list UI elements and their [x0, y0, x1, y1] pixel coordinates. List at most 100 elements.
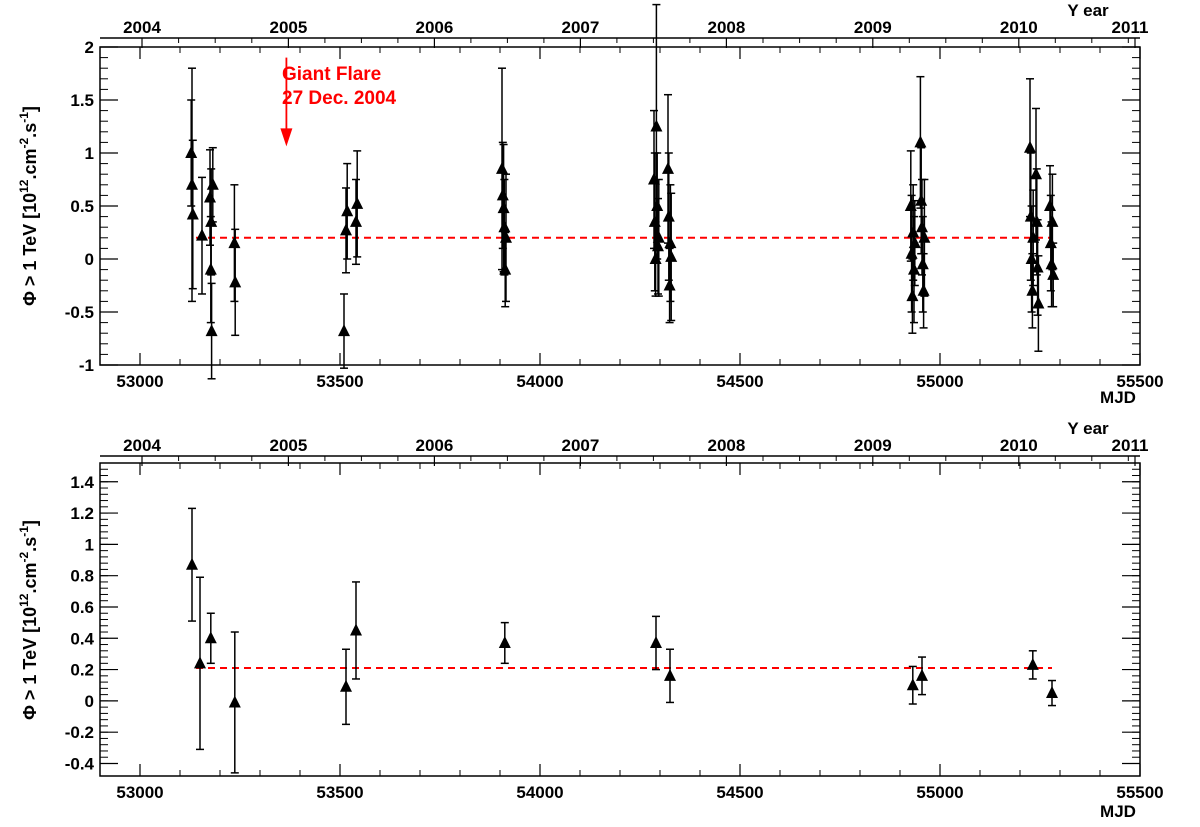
data-point — [1031, 260, 1044, 273]
data-point — [204, 190, 216, 203]
data-point — [500, 230, 512, 243]
y-tick-label: 0.4 — [70, 629, 94, 648]
x-tick-label: 53000 — [116, 372, 163, 391]
data-point — [916, 668, 928, 681]
data-point — [229, 275, 242, 288]
data-point — [651, 199, 664, 211]
data-point — [652, 239, 664, 252]
data-point — [650, 119, 663, 132]
data-point — [338, 324, 350, 337]
data-point — [1044, 199, 1056, 211]
data-point — [905, 246, 918, 259]
data-point — [1025, 252, 1038, 264]
data-point — [650, 635, 662, 648]
data-point — [1044, 236, 1057, 249]
data-point — [194, 656, 206, 669]
x-tick-label: 54000 — [516, 783, 563, 802]
data-point — [350, 214, 362, 227]
data-point — [351, 196, 364, 209]
x-tick-label: 53500 — [316, 372, 363, 391]
year-tick-label: 2004 — [123, 436, 161, 455]
year-tick-label: 2009 — [854, 436, 892, 455]
year-tick-label: 2006 — [415, 18, 453, 37]
data-point — [341, 204, 354, 217]
year-tick-label: 2008 — [707, 436, 745, 455]
data-point — [186, 177, 198, 190]
y-tick-label: 0.6 — [70, 598, 94, 617]
data-point — [1024, 140, 1036, 153]
y-tick-label: -0.2 — [65, 723, 94, 742]
data-point — [1030, 167, 1042, 180]
data-point — [204, 631, 217, 644]
data-point — [1030, 214, 1043, 227]
data-point — [649, 252, 662, 264]
year-tick-label: 2008 — [707, 18, 745, 37]
data-point — [1046, 214, 1059, 227]
x-axis-label: MJD — [1100, 388, 1136, 407]
data-point — [663, 278, 676, 291]
flare-arrow-head — [280, 128, 293, 147]
y-tick-label: -0.5 — [65, 303, 94, 322]
data-point — [498, 635, 511, 648]
annotation-line-2: 27 Dec. 2004 — [282, 88, 397, 109]
x-tick-label: 53000 — [116, 783, 163, 802]
data-point — [662, 161, 674, 174]
data-point — [906, 678, 919, 691]
year-tick-label: 2010 — [1000, 436, 1038, 455]
data-point — [906, 289, 919, 302]
data-point — [1046, 686, 1058, 699]
x-tick-label: 55500 — [1116, 783, 1163, 802]
annotation-line-1: Giant Flare — [282, 64, 381, 85]
year-tick-label: 2009 — [854, 18, 892, 37]
y-tick-label: 0.5 — [70, 197, 94, 216]
data-point — [916, 257, 929, 270]
data-point — [1026, 657, 1039, 670]
data-point — [908, 236, 921, 249]
year-tick-label: 2007 — [561, 436, 599, 455]
data-point — [916, 220, 928, 233]
y-axis-label: Φ > 1 TeV [1012.cm-2.s-1] — [17, 106, 40, 306]
data-point — [205, 214, 218, 227]
bottom-panel: MJD Y ear Φ > 1 TeV [1012.cm-2.s-1] 5300… — [17, 419, 1164, 821]
year-tick-label: 2011 — [1112, 18, 1149, 37]
data-point — [664, 668, 676, 681]
data-point — [918, 230, 931, 243]
data-point — [497, 201, 510, 214]
x-tick-label: 53500 — [316, 783, 363, 802]
data-point — [196, 228, 208, 241]
data-point — [1047, 267, 1060, 280]
data-point — [1026, 283, 1039, 296]
year-tick-label: 2005 — [269, 436, 307, 455]
y-tick-label: 1.2 — [70, 504, 94, 523]
data-point — [664, 236, 677, 249]
y-tick-label: -1 — [79, 356, 94, 375]
data-point — [1045, 257, 1058, 270]
data-point — [205, 324, 218, 337]
year-tick-label: 2005 — [269, 18, 307, 37]
year-axis-label: Y ear — [1067, 419, 1109, 438]
y-tick-label: 1.5 — [70, 91, 94, 110]
y-tick-label: 0.2 — [70, 661, 94, 680]
x-tick-label: 54000 — [516, 372, 563, 391]
y-tick-label: 1 — [85, 535, 94, 554]
y-tick-label: -0.4 — [65, 754, 95, 773]
x-tick-label: 54500 — [716, 372, 763, 391]
data-point — [186, 207, 199, 220]
data-point — [662, 209, 675, 222]
y-tick-label: 2 — [85, 38, 94, 57]
x-tick-label: 55000 — [916, 783, 963, 802]
top-panel: MJD Y ear Φ > 1 TeV [1012.cm-2.s-1] Gian… — [17, 1, 1164, 407]
data-point — [186, 557, 198, 570]
y-axis-label: Φ > 1 TeV [1012.cm-2.s-1] — [17, 520, 40, 720]
year-tick-label: 2010 — [1000, 18, 1038, 37]
x-tick-label: 55000 — [916, 372, 963, 391]
data-point — [498, 220, 511, 233]
data-point — [908, 262, 920, 275]
x-axis-label: MJD — [1100, 802, 1136, 821]
plot-frame — [99, 46, 1141, 366]
year-axis-label: Y ear — [1067, 1, 1109, 20]
plot-frame — [99, 462, 1141, 777]
data-point — [665, 249, 678, 262]
data-point — [652, 230, 665, 243]
